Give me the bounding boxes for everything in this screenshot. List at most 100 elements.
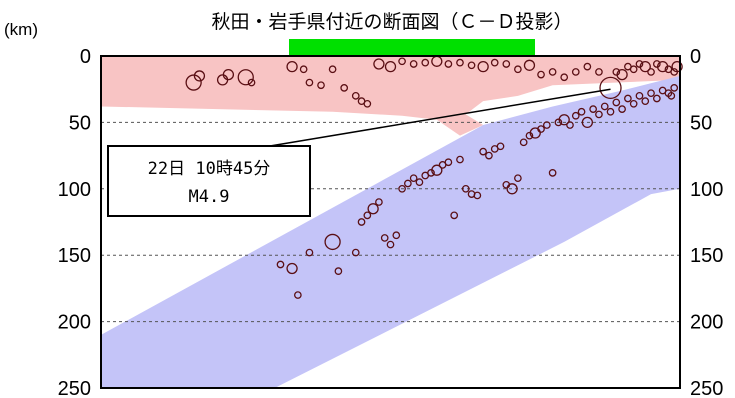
y-tick-label-right: 150 — [690, 245, 723, 267]
callout-leader-line — [269, 88, 611, 147]
y-tick-label-left: 150 — [58, 245, 91, 267]
hypocenter-point — [618, 105, 626, 113]
hypocenter-point — [616, 68, 628, 81]
title-highlight-bar — [289, 39, 535, 57]
callout-magnitude: M4.9 — [189, 187, 230, 207]
hypocenter-point — [324, 233, 341, 251]
hypocenter-point — [635, 60, 644, 68]
hypocenter-point — [629, 65, 638, 74]
hypocenter-point — [595, 68, 603, 76]
hypocenter-point — [415, 178, 424, 187]
hypocenter-point — [514, 65, 522, 74]
hypocenter-point — [467, 61, 476, 70]
hypocenter-point — [456, 58, 464, 67]
plot-area: 22日 10時45分 M4.9 — [100, 55, 683, 389]
hypocenter-point — [595, 110, 603, 119]
hypocenter-point — [375, 198, 383, 206]
hypocenter-point — [317, 81, 325, 90]
hypocenter-point — [589, 105, 598, 113]
hypocenter-point — [566, 121, 574, 129]
hypocenter-point — [286, 262, 298, 275]
y-tick-label-right: 200 — [690, 312, 723, 334]
hypocenter-point — [305, 78, 314, 87]
slab-zone — [101, 75, 680, 389]
hypocenter-point — [384, 60, 397, 73]
hypocenter-point — [525, 131, 534, 140]
hypocenter-point — [367, 203, 379, 215]
hypocenter-point — [652, 94, 661, 103]
hypocenter-point — [247, 78, 256, 87]
hypocenter-point — [456, 155, 464, 164]
hypocenter-point — [581, 116, 594, 129]
hypocenter-point — [612, 68, 621, 76]
hypocenter-point — [398, 184, 406, 193]
hypocenter-point — [380, 234, 389, 242]
hypocenter-point — [554, 118, 563, 127]
hypocenter-point — [514, 174, 522, 183]
hypocenter-point — [647, 68, 655, 76]
hypocenter-point — [606, 107, 615, 116]
hypocenter-point — [461, 184, 470, 193]
depth-unit-label: (km) — [4, 20, 38, 39]
hypocenter-point — [444, 60, 453, 68]
hypocenter-points — [185, 55, 683, 299]
hypocenter-point — [560, 73, 569, 82]
hypocenter-point — [398, 57, 406, 66]
y-tick-label-right: 250 — [690, 378, 723, 398]
plot-frame — [100, 55, 681, 389]
hypocenter-point — [641, 97, 650, 106]
hypocenter-point — [558, 114, 570, 126]
crust-zone — [101, 56, 680, 136]
hypocenter-point — [523, 59, 536, 71]
hypocenter-point — [477, 60, 489, 73]
hypocenter-point — [373, 58, 385, 70]
hypocenter-point — [671, 60, 683, 73]
hypocenter-point — [571, 68, 580, 76]
hypocenter-point — [237, 69, 254, 86]
hypocenter-point — [386, 240, 395, 249]
hypocenter-point — [305, 248, 314, 257]
hypocenter-point — [519, 138, 528, 147]
hypocenter-point — [537, 125, 545, 133]
hypocenter-point — [351, 91, 360, 100]
hypocenter-point — [485, 151, 493, 160]
hypocenter-point — [635, 91, 644, 100]
hypocenter-point — [639, 60, 651, 73]
hypocenter-point — [222, 68, 235, 81]
hypocenter-point — [577, 107, 586, 116]
hypocenter-point — [647, 89, 655, 98]
hypocenter-point — [506, 183, 518, 195]
hypocenter-point — [340, 84, 349, 92]
hypocenter-point — [185, 74, 202, 91]
left-axis-ticks: 0 50 100 150 200 250 — [58, 46, 91, 398]
hypocenter-point — [193, 70, 206, 82]
y-tick-label-left: 0 — [80, 46, 91, 68]
y-tick-label-right: 100 — [690, 179, 723, 201]
y-tick-label-left: 250 — [58, 378, 91, 398]
right-axis-ticks: 0 50 100 150 200 250 — [690, 46, 723, 398]
chart-title: 秋田・岩手県付近の断面図（Ｃ－Ｄ投影） — [211, 11, 572, 33]
hypocenter-point — [629, 99, 638, 108]
hypocenter-point — [328, 65, 337, 74]
hypocenter-point — [363, 99, 372, 108]
hypocenter-point — [363, 211, 372, 220]
hypocenter-point — [624, 94, 632, 103]
hypocenter-point — [537, 70, 545, 79]
hypocenter-point — [502, 60, 511, 68]
hypocenter-point — [490, 58, 499, 67]
callout-box — [107, 145, 311, 217]
hypocenter-point — [351, 248, 360, 257]
hypocenter-point — [548, 169, 557, 177]
hypocenter-point — [599, 76, 622, 100]
hypocenter-point — [583, 62, 592, 71]
hypocenter-point — [571, 111, 580, 120]
hypocenter-point — [450, 211, 459, 220]
y-tick-label-right: 0 — [690, 46, 701, 68]
hypocenter-point — [600, 102, 609, 111]
y-tick-label-right: 50 — [690, 112, 712, 134]
hypocenter-point — [542, 121, 551, 129]
hypocenter-point — [667, 91, 676, 100]
hypocenter-point — [479, 147, 487, 156]
y-tick-label-left: 50 — [69, 112, 91, 134]
